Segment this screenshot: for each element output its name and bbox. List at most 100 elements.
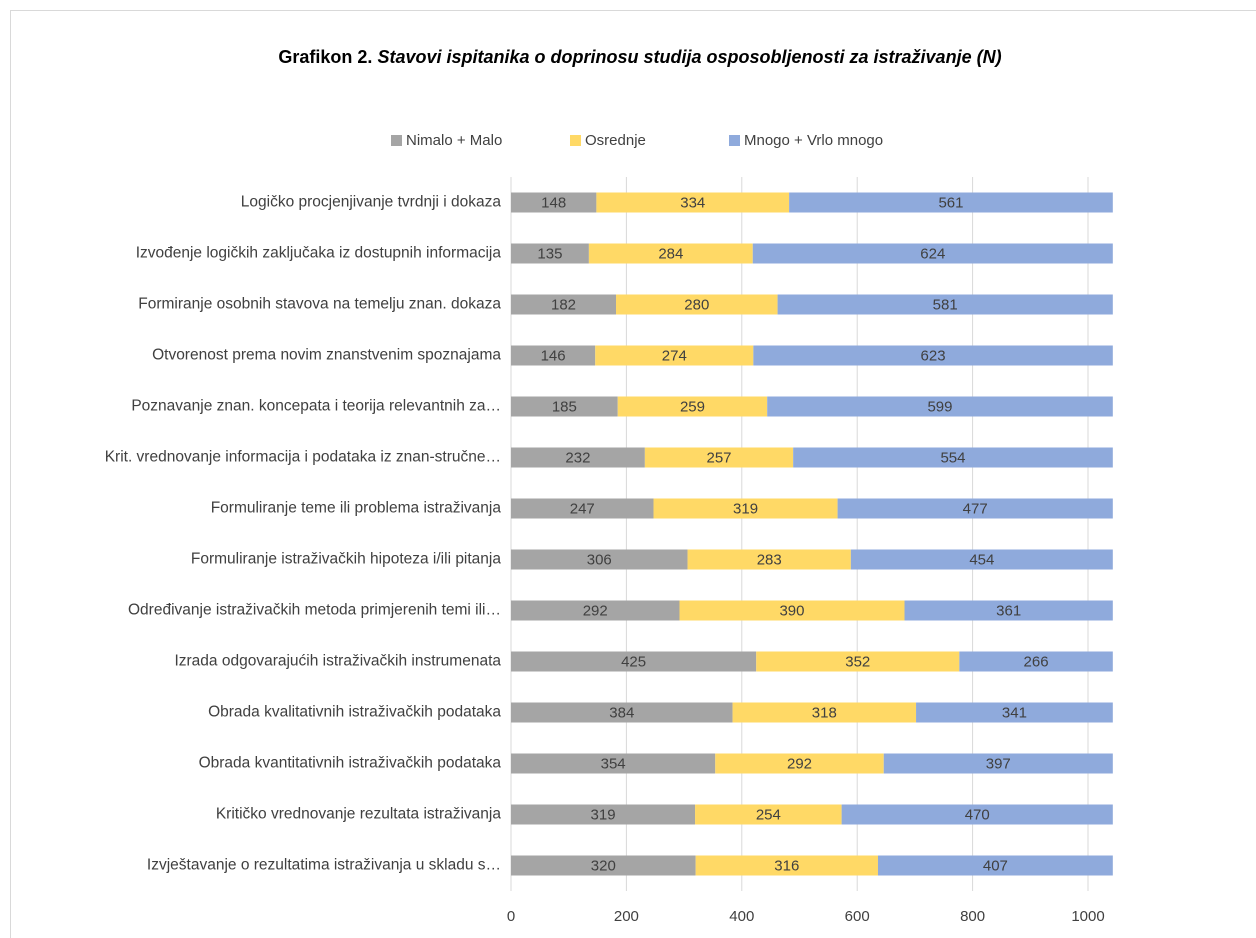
data-label: 407 [983, 857, 1008, 874]
data-label: 624 [920, 245, 945, 262]
data-label: 384 [609, 704, 634, 721]
bar-segment [777, 294, 1113, 315]
bar-segment [916, 702, 1113, 723]
y-tick-label: Obrada kvalitativnih istraživačkih podat… [208, 704, 501, 721]
bar-segment [511, 549, 688, 570]
legend-swatch [391, 135, 402, 146]
bar-segment [789, 192, 1113, 213]
data-label: 454 [969, 551, 994, 568]
bar-segment [877, 855, 1113, 876]
bar-segment [616, 294, 778, 315]
bar-segment [837, 498, 1113, 519]
data-label: 341 [1002, 704, 1027, 721]
x-tick-label: 400 [729, 908, 754, 925]
y-tick-label: Formiranje osobnih stavova na temelju zn… [138, 296, 501, 313]
y-tick-label: Poznavanje znan. koncepata i teorija rel… [131, 398, 501, 415]
bar-segment [904, 600, 1113, 621]
y-tick-label: Kritičko vrednovanje rezultata istraživa… [216, 806, 502, 823]
y-tick-label: Formuliranje teme ili problema istraživa… [211, 500, 502, 517]
bar-segment [617, 396, 768, 417]
bar-segment [695, 855, 878, 876]
bar-segment [715, 753, 884, 774]
bar-segment [511, 447, 645, 468]
data-label: 561 [938, 194, 963, 211]
data-label: 266 [1024, 653, 1049, 670]
data-label: 319 [591, 806, 616, 823]
x-tick-label: 0 [507, 908, 515, 925]
data-label: 280 [684, 296, 709, 313]
data-label: 232 [565, 449, 590, 466]
x-tick-label: 200 [614, 908, 639, 925]
data-label: 316 [774, 857, 799, 874]
x-tick-label: 800 [960, 908, 985, 925]
data-label: 470 [965, 806, 990, 823]
y-tick-label: Otvorenost prema novim znanstvenim spozn… [152, 347, 501, 364]
bar-segment [752, 243, 1113, 264]
data-label: 320 [591, 857, 616, 874]
y-tick-label: Izvođenje logičkih zaključaka iz dostupn… [136, 245, 502, 262]
data-label: 334 [680, 194, 705, 211]
data-label: 599 [927, 398, 952, 415]
bar-segment [756, 651, 960, 672]
title-number: Grafikon 2. [278, 47, 372, 67]
bar-segment [511, 651, 757, 672]
y-tick-label: Izvještavanje o rezultatima istraživanja… [147, 857, 501, 874]
data-label: 623 [921, 347, 946, 364]
legend-swatch [729, 135, 740, 146]
data-label: 135 [537, 245, 562, 262]
data-label: 354 [601, 755, 626, 772]
bar-segment [841, 804, 1113, 825]
x-tick-label: 600 [845, 908, 870, 925]
legend-label: Nimalo + Malo [406, 132, 502, 149]
data-label: 257 [706, 449, 731, 466]
data-label: 425 [621, 653, 646, 670]
data-label: 259 [680, 398, 705, 415]
chart-frame [10, 10, 1256, 938]
bar-segment [588, 243, 753, 264]
data-label: 390 [779, 602, 804, 619]
data-label: 361 [996, 602, 1021, 619]
legend-label: Mnogo + Vrlo mnogo [744, 132, 883, 149]
bar-segment [959, 651, 1113, 672]
bar-segment [679, 600, 905, 621]
bar-segment [595, 345, 754, 366]
data-label: 146 [541, 347, 566, 364]
data-label: 274 [662, 347, 687, 364]
bar-segment [511, 294, 617, 315]
bar-segment [511, 855, 696, 876]
bar-segment [753, 345, 1113, 366]
legend-swatch [570, 135, 581, 146]
data-label: 477 [963, 500, 988, 517]
data-label: 182 [551, 296, 576, 313]
bar-segment [767, 396, 1113, 417]
data-label: 397 [986, 755, 1011, 772]
bar-segment [687, 549, 851, 570]
data-label: 247 [570, 500, 595, 517]
bar-segment [511, 804, 696, 825]
bar-segment [695, 804, 842, 825]
bar-segment [511, 243, 589, 264]
y-tick-label: Krit. vrednovanje informacija i podataka… [105, 449, 501, 466]
bar-segment [653, 498, 838, 519]
data-label: 306 [587, 551, 612, 568]
y-tick-label: Formuliranje istraživačkih hipoteza i/il… [191, 551, 502, 568]
bar-segment [883, 753, 1113, 774]
data-label: 292 [583, 602, 608, 619]
chart-title: Grafikon 2. Stavovi ispitanika o doprino… [278, 47, 1001, 67]
y-tick-label: Obrada kvantitativnih istraživačkih poda… [199, 755, 502, 772]
data-label: 283 [757, 551, 782, 568]
data-label: 292 [787, 755, 812, 772]
bar-segment [511, 345, 596, 366]
legend: Nimalo + Malo Osrednje Mnogo + Vrlo mnogo [391, 132, 883, 149]
y-tick-label: Određivanje istraživačkih metoda primjer… [128, 602, 501, 619]
bar-segment [511, 396, 618, 417]
data-label: 352 [845, 653, 870, 670]
y-tick-label: Logičko procjenjivanje tvrdnji i dokaza [241, 194, 502, 211]
data-label: 185 [552, 398, 577, 415]
data-label: 554 [940, 449, 965, 466]
bar-segment [511, 753, 716, 774]
bar-segment [644, 447, 794, 468]
bar-segment [850, 549, 1113, 570]
bar-segment [596, 192, 790, 213]
